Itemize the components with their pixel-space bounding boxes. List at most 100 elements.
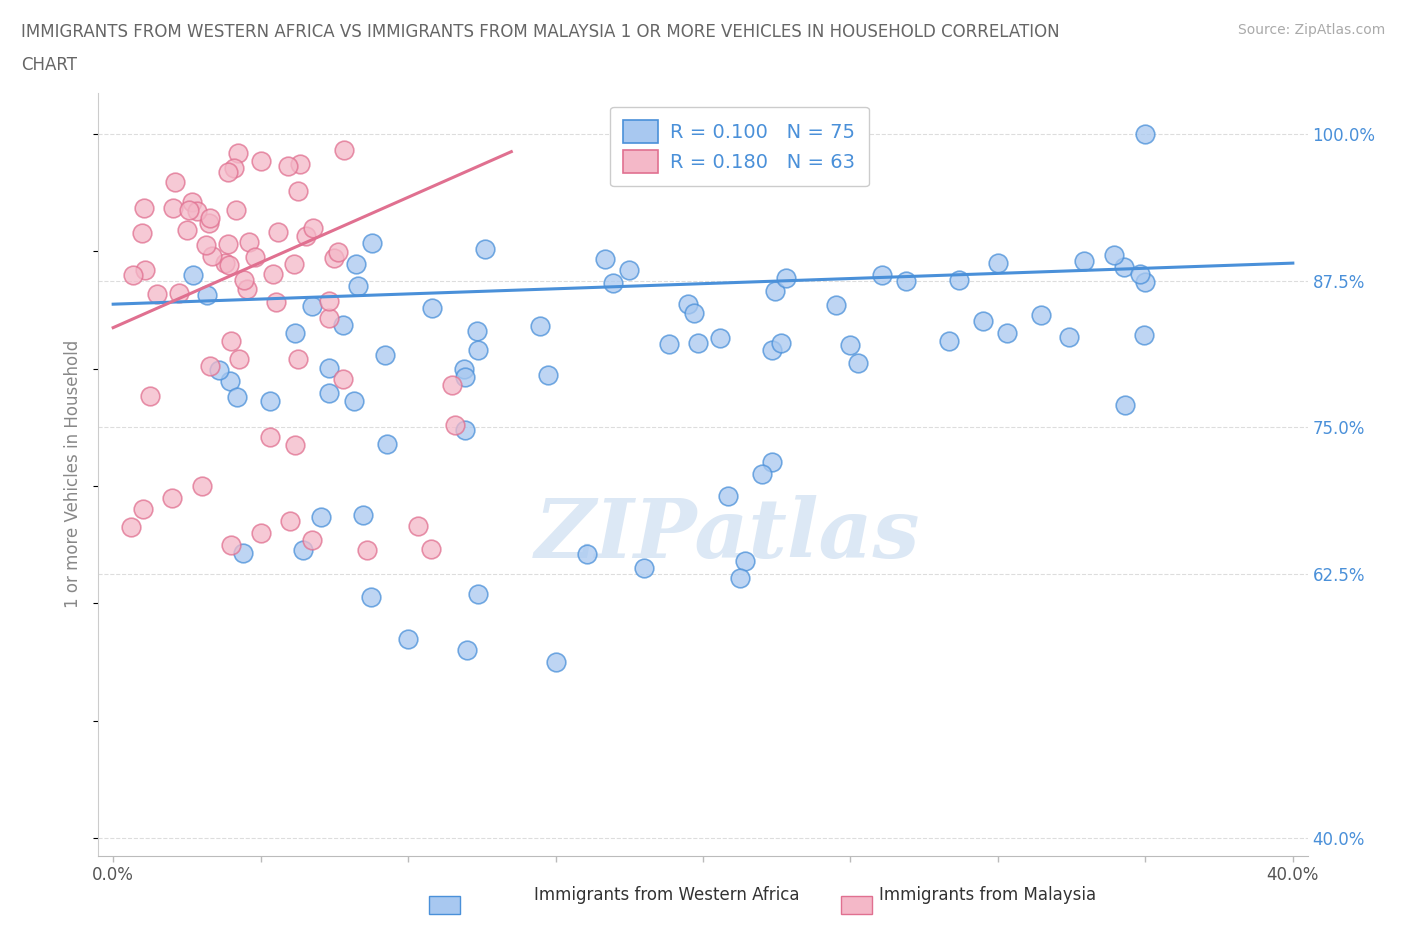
- Point: [217, 237, 239, 252]
- Point: [938, 334, 960, 349]
- Point: [375, 436, 398, 451]
- Point: [243, 250, 266, 265]
- Point: [219, 374, 242, 389]
- Point: [131, 226, 153, 241]
- Point: [465, 324, 488, 339]
- Point: [374, 347, 396, 362]
- Point: [262, 267, 284, 282]
- Point: [217, 165, 239, 179]
- Point: [198, 216, 221, 231]
- Point: [755, 137, 778, 152]
- Point: [682, 305, 704, 320]
- Point: [264, 294, 287, 309]
- Point: [839, 338, 862, 352]
- Point: [236, 281, 259, 296]
- Point: [1059, 330, 1081, 345]
- Point: [575, 547, 598, 562]
- Point: [284, 437, 307, 452]
- Point: [1073, 253, 1095, 268]
- Point: [177, 203, 200, 218]
- Point: [139, 389, 162, 404]
- Point: [222, 160, 245, 175]
- Point: [249, 153, 271, 168]
- Point: [201, 248, 224, 263]
- Point: [995, 326, 1018, 340]
- Point: [688, 336, 710, 351]
- Point: [120, 520, 142, 535]
- Point: [318, 293, 340, 308]
- Point: [602, 275, 624, 290]
- Point: [332, 317, 354, 332]
- Point: [318, 385, 340, 400]
- Point: [181, 267, 204, 282]
- Point: [302, 220, 325, 235]
- Point: [146, 286, 169, 301]
- Point: [228, 146, 250, 161]
- Point: [309, 510, 332, 525]
- Point: [134, 262, 156, 277]
- Point: [454, 422, 477, 437]
- Point: [728, 570, 751, 585]
- Point: [200, 359, 222, 374]
- Point: [444, 418, 467, 432]
- Point: [344, 257, 367, 272]
- Point: [322, 251, 344, 266]
- Point: [633, 561, 655, 576]
- Point: [544, 655, 567, 670]
- Point: [267, 224, 290, 239]
- Text: ZIPatlas: ZIPatlas: [534, 496, 920, 576]
- Point: [318, 311, 340, 325]
- Point: [162, 201, 184, 216]
- Point: [219, 538, 242, 552]
- Point: [894, 273, 917, 288]
- Point: [396, 631, 419, 646]
- Point: [420, 300, 443, 315]
- Point: [1129, 267, 1152, 282]
- Point: [717, 488, 740, 503]
- Point: [228, 352, 250, 366]
- Point: [294, 229, 316, 244]
- Point: [122, 268, 145, 283]
- Point: [277, 158, 299, 173]
- Y-axis label: 1 or more Vehicles in Household: 1 or more Vehicles in Household: [65, 340, 83, 608]
- Point: [226, 390, 249, 405]
- Point: [453, 362, 475, 377]
- Point: [406, 518, 429, 533]
- Point: [825, 298, 848, 312]
- Point: [165, 175, 187, 190]
- Point: [221, 334, 243, 349]
- Point: [456, 643, 478, 658]
- Point: [1102, 247, 1125, 262]
- Point: [352, 508, 374, 523]
- Point: [972, 313, 994, 328]
- Point: [987, 256, 1010, 271]
- Point: [292, 543, 315, 558]
- Point: [180, 194, 202, 209]
- Point: [238, 234, 260, 249]
- Point: [1112, 259, 1135, 274]
- Point: [467, 342, 489, 357]
- Point: [763, 284, 786, 299]
- Point: [326, 245, 349, 259]
- Point: [751, 467, 773, 482]
- Point: [290, 156, 312, 171]
- Point: [225, 203, 247, 218]
- Point: [658, 337, 681, 352]
- Point: [318, 361, 340, 376]
- Point: [419, 541, 441, 556]
- Point: [1029, 307, 1052, 322]
- Point: [190, 479, 212, 494]
- Point: [761, 455, 783, 470]
- Point: [676, 297, 699, 312]
- Point: [709, 331, 731, 346]
- Point: [186, 204, 208, 219]
- Point: [529, 318, 551, 333]
- Point: [332, 371, 354, 386]
- Point: [467, 587, 489, 602]
- Point: [301, 533, 323, 548]
- Point: [259, 430, 281, 445]
- Point: [619, 263, 641, 278]
- Point: [232, 546, 254, 561]
- Point: [131, 502, 153, 517]
- Point: [1114, 398, 1136, 413]
